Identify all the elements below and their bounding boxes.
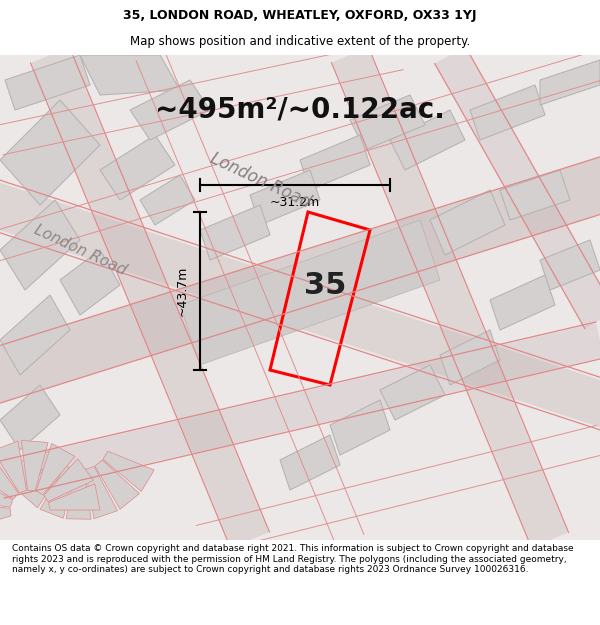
Polygon shape bbox=[0, 452, 19, 499]
Polygon shape bbox=[0, 441, 26, 493]
Polygon shape bbox=[435, 46, 600, 329]
Text: Contains OS data © Crown copyright and database right 2021. This information is : Contains OS data © Crown copyright and d… bbox=[12, 544, 574, 574]
Polygon shape bbox=[0, 100, 100, 205]
Text: ~495m²/~0.122ac.: ~495m²/~0.122ac. bbox=[155, 96, 445, 124]
Polygon shape bbox=[36, 443, 75, 494]
Polygon shape bbox=[85, 466, 118, 519]
Text: London Road: London Road bbox=[32, 222, 128, 278]
Polygon shape bbox=[19, 459, 64, 508]
Polygon shape bbox=[380, 365, 445, 420]
Polygon shape bbox=[140, 175, 195, 225]
Polygon shape bbox=[44, 459, 94, 501]
Polygon shape bbox=[49, 484, 100, 510]
Polygon shape bbox=[0, 504, 11, 531]
Polygon shape bbox=[300, 135, 370, 190]
Polygon shape bbox=[0, 144, 600, 416]
Polygon shape bbox=[40, 466, 74, 518]
Polygon shape bbox=[0, 475, 13, 508]
Polygon shape bbox=[250, 170, 320, 225]
Polygon shape bbox=[390, 110, 465, 170]
Polygon shape bbox=[100, 135, 175, 200]
Polygon shape bbox=[430, 190, 505, 255]
Polygon shape bbox=[130, 80, 210, 140]
Polygon shape bbox=[440, 330, 500, 385]
Polygon shape bbox=[500, 170, 570, 220]
Polygon shape bbox=[0, 385, 60, 450]
Text: 35: 35 bbox=[304, 271, 346, 299]
Polygon shape bbox=[350, 95, 425, 150]
Polygon shape bbox=[32, 48, 268, 548]
Polygon shape bbox=[0, 295, 70, 375]
Text: Map shows position and indicative extent of the property.: Map shows position and indicative extent… bbox=[130, 35, 470, 48]
Text: ~43.7m: ~43.7m bbox=[176, 266, 188, 316]
Polygon shape bbox=[5, 55, 90, 110]
Text: 35, LONDON ROAD, WHEATLEY, OXFORD, OX33 1YJ: 35, LONDON ROAD, WHEATLEY, OXFORD, OX33 … bbox=[123, 9, 477, 22]
Polygon shape bbox=[470, 85, 545, 140]
Polygon shape bbox=[0, 169, 600, 441]
Polygon shape bbox=[66, 469, 91, 519]
Polygon shape bbox=[330, 400, 390, 455]
Polygon shape bbox=[490, 275, 555, 330]
Polygon shape bbox=[103, 451, 154, 491]
Polygon shape bbox=[280, 435, 340, 490]
Polygon shape bbox=[540, 240, 600, 290]
Polygon shape bbox=[540, 60, 600, 105]
Polygon shape bbox=[180, 220, 440, 365]
Text: ~31.2m: ~31.2m bbox=[270, 196, 320, 209]
Polygon shape bbox=[60, 250, 120, 315]
Polygon shape bbox=[5, 450, 56, 489]
Polygon shape bbox=[0, 200, 80, 290]
Polygon shape bbox=[200, 205, 270, 260]
Polygon shape bbox=[95, 460, 139, 509]
Polygon shape bbox=[22, 441, 48, 491]
Polygon shape bbox=[0, 323, 600, 497]
Polygon shape bbox=[332, 48, 568, 548]
Polygon shape bbox=[80, 55, 180, 95]
Text: London Road: London Road bbox=[207, 149, 313, 211]
